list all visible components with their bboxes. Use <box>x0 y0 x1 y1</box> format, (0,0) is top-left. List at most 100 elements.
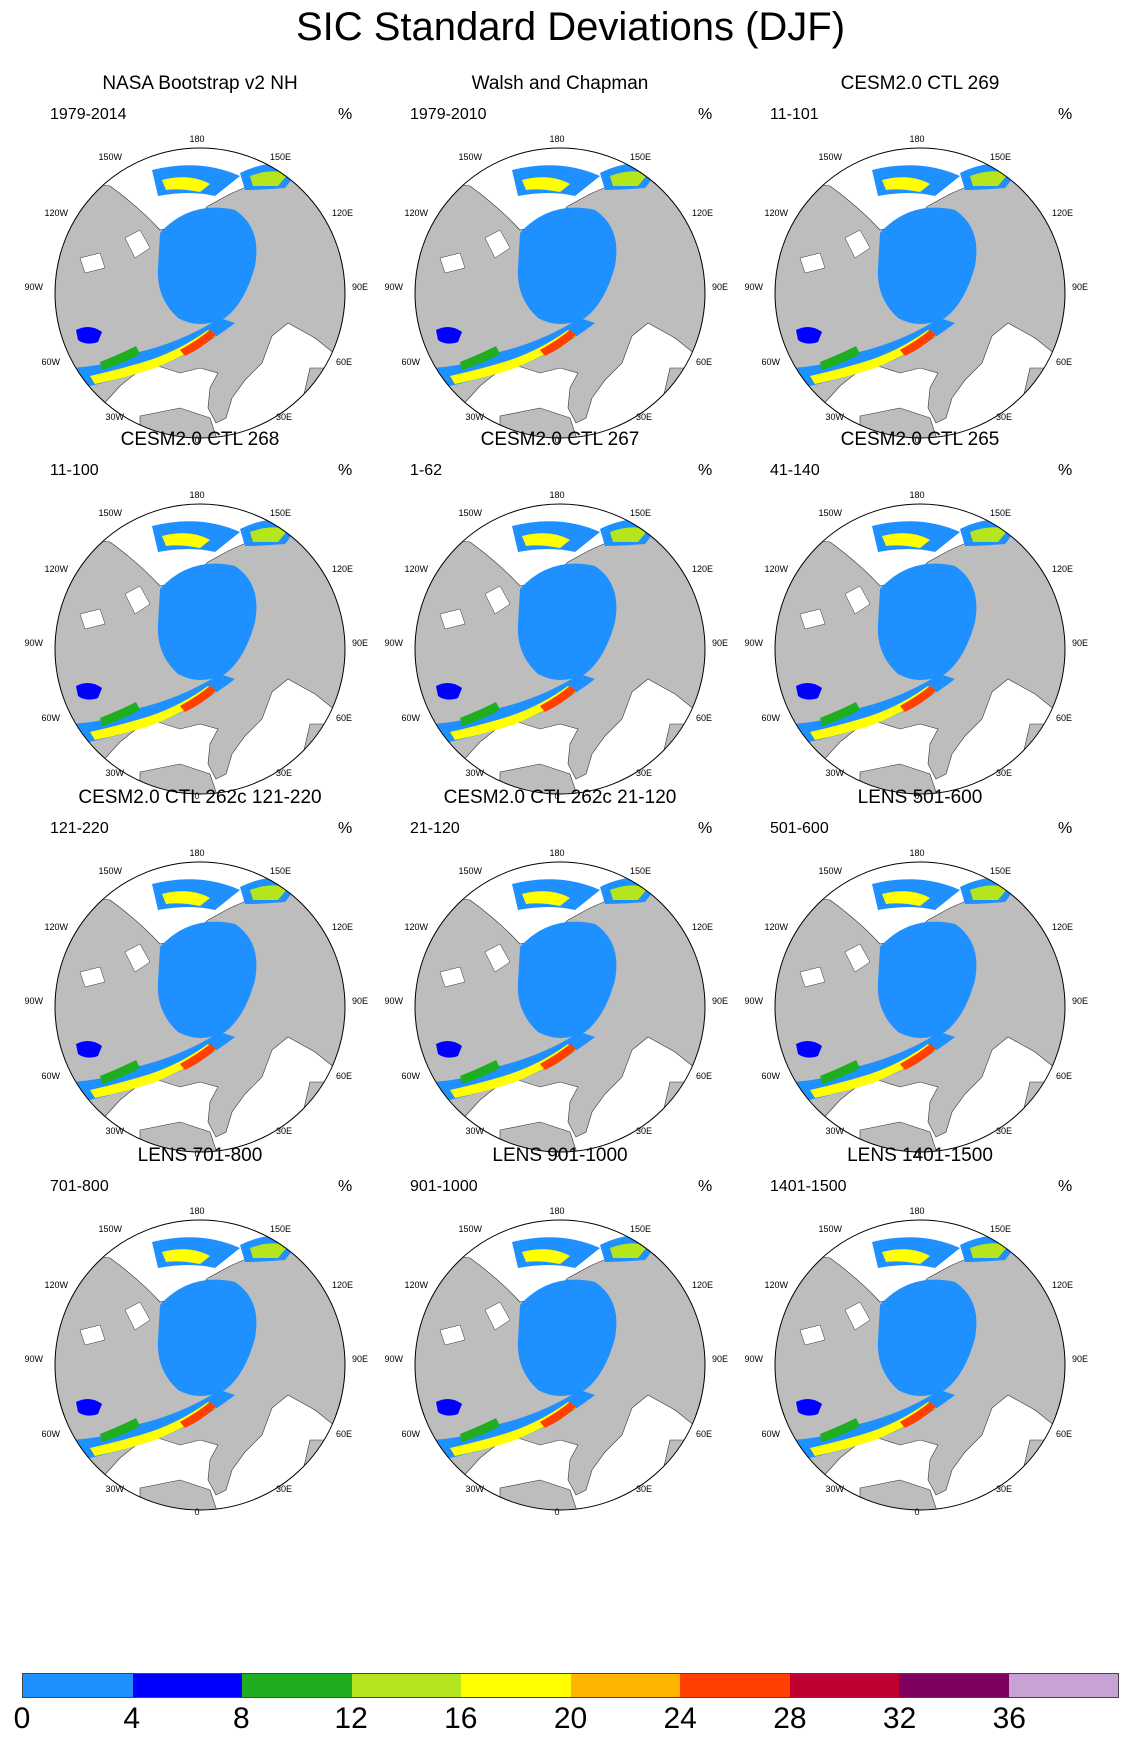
longitude-label: 150W <box>818 508 842 518</box>
longitude-label: 150W <box>458 152 482 162</box>
longitude-label: 60W <box>401 357 420 367</box>
longitude-label: 120E <box>1052 208 1073 218</box>
colorbar-tick-label: 24 <box>663 1702 697 1735</box>
panel-title: CESM2.0 CTL 262c 121-220 <box>78 787 322 808</box>
longitude-label: 30W <box>825 768 844 778</box>
longitude-label: 60W <box>761 1429 780 1439</box>
longitude-label: 150E <box>630 866 651 876</box>
longitude-label: 90E <box>712 996 728 1006</box>
longitude-label: 150W <box>98 152 122 162</box>
longitude-label: 90E <box>352 282 368 292</box>
longitude-label: 120E <box>332 208 353 218</box>
panel-title: CESM2.0 CTL 268 <box>120 429 280 450</box>
map-panel: LENS 701-800 701-800% 180 150W 150E 120W 120E 9… <box>20 1144 380 1544</box>
polar-map: 180 150W 150E 120W 120E 90W 90E 60W 60E 30W 30E 0 <box>744 1206 1088 1517</box>
panel-title: CESM2.0 CTL 265 <box>840 429 1000 450</box>
polar-map: 180 150W 150E 120W 120E 90W 90E 60W 60E 30W 30E 0 <box>744 848 1088 1159</box>
longitude-label: 120E <box>692 208 713 218</box>
panel-unit: % <box>1058 820 1073 837</box>
map-panel: LENS 501-600 501-600% 180 150W 150E 120W 120E 9… <box>740 786 1100 1186</box>
longitude-label: 60W <box>401 1429 420 1439</box>
longitude-label: 120E <box>1052 922 1073 932</box>
longitude-label: 150E <box>270 1224 291 1234</box>
longitude-label: 30E <box>276 768 292 778</box>
panel-unit: % <box>1058 462 1073 479</box>
panel-period: 1979-2014 <box>50 106 127 123</box>
longitude-label: 30W <box>105 412 124 422</box>
longitude-label: 90W <box>744 638 763 648</box>
longitude-label: 90E <box>352 996 368 1006</box>
colorbar-ticks: 0 4 8 12 16 20 24 28 32 36 <box>0 1702 1141 1738</box>
panel-unit: % <box>338 462 353 479</box>
panel-unit: % <box>1058 1178 1073 1195</box>
longitude-label: 180 <box>549 134 564 144</box>
longitude-label: 60W <box>401 1071 420 1081</box>
longitude-label: 30E <box>996 768 1012 778</box>
colorbar-tick-label: 28 <box>773 1702 807 1735</box>
panel-unit: % <box>338 106 353 123</box>
panel-period: 11-100 <box>50 462 99 479</box>
longitude-label: 0 <box>194 1149 199 1159</box>
colorbar-segment <box>23 1674 133 1697</box>
longitude-label: 0 <box>914 435 919 445</box>
longitude-label: 180 <box>909 134 924 144</box>
polar-map: 180 150W 150E 120W 120E 90W 90E 60W 60E 30W 30E 0 <box>744 490 1088 801</box>
polar-map: 180 150W 150E 120W 120E 90W 90E 60W 60E 30W 30E 0 <box>24 1206 368 1517</box>
longitude-label: 30E <box>996 412 1012 422</box>
longitude-label: 60E <box>336 1071 352 1081</box>
longitude-label: 120E <box>332 1280 353 1290</box>
longitude-label: 60W <box>41 357 60 367</box>
longitude-label: 150W <box>98 1224 122 1234</box>
longitude-label: 30E <box>276 1126 292 1136</box>
longitude-label: 60E <box>696 1429 712 1439</box>
panel-unit: % <box>698 462 713 479</box>
longitude-label: 90W <box>24 638 43 648</box>
map-panel: LENS 1401-1500 1401-1500% 180 150W 150E 120W 1… <box>740 1144 1100 1544</box>
colorbar <box>22 1673 1119 1698</box>
panel-title: LENS 901-1000 <box>492 1145 628 1166</box>
longitude-label: 150W <box>818 1224 842 1234</box>
panel-unit: % <box>698 820 713 837</box>
longitude-label: 90E <box>352 638 368 648</box>
longitude-label: 120E <box>332 922 353 932</box>
longitude-label: 180 <box>189 134 204 144</box>
longitude-label: 90W <box>24 996 43 1006</box>
polar-map: 180 150W 150E 120W 120E 90W 90E 60W 60E 30W 30E 0 <box>24 848 368 1159</box>
longitude-label: 120W <box>404 208 428 218</box>
map-panel: NASA Bootstrap v2 NH 1979-2014% 180 150W 150… <box>20 72 380 472</box>
longitude-label: 150E <box>630 1224 651 1234</box>
panel-period: 1-62 <box>410 462 443 479</box>
longitude-label: 30W <box>825 1126 844 1136</box>
longitude-label: 60W <box>41 713 60 723</box>
map-panel: CESM2.0 CTL 267 1-62% 180 150W 150E 120W 120E 9… <box>380 428 740 828</box>
map-panel: LENS 901-1000 901-1000% 180 150W 150E 120W 120… <box>380 1144 740 1544</box>
longitude-label: 90E <box>1072 1354 1088 1364</box>
colorbar-segment <box>1008 1674 1118 1697</box>
colorbar-segment <box>789 1674 899 1697</box>
longitude-label: 30W <box>105 1126 124 1136</box>
longitude-label: 120W <box>764 564 788 574</box>
longitude-label: 0 <box>194 1507 199 1517</box>
longitude-label: 30E <box>996 1484 1012 1494</box>
longitude-label: 90W <box>24 1354 43 1364</box>
longitude-label: 30W <box>825 412 844 422</box>
longitude-label: 150W <box>458 866 482 876</box>
panel-title: LENS 1401-1500 <box>847 1145 993 1166</box>
panel-unit: % <box>698 1178 713 1195</box>
longitude-label: 0 <box>914 1507 919 1517</box>
longitude-label: 120W <box>764 1280 788 1290</box>
longitude-label: 90W <box>384 638 403 648</box>
longitude-label: 150E <box>630 152 651 162</box>
longitude-label: 150E <box>990 508 1011 518</box>
colorbar-segment <box>461 1674 571 1697</box>
longitude-label: 90W <box>384 1354 403 1364</box>
polar-map: 180 150W 150E 120W 120E 90W 90E 60W 60E 30W 30E 0 <box>744 134 1088 445</box>
panel-title: Walsh and Chapman <box>471 73 649 94</box>
longitude-label: 120W <box>404 922 428 932</box>
longitude-label: 180 <box>189 848 204 858</box>
panel-title: NASA Bootstrap v2 NH <box>102 73 298 94</box>
longitude-label: 90E <box>1072 282 1088 292</box>
longitude-label: 180 <box>909 1206 924 1216</box>
longitude-label: 0 <box>554 1149 559 1159</box>
longitude-label: 60E <box>1056 713 1072 723</box>
